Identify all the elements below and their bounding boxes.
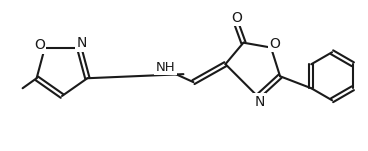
Text: N: N (76, 36, 86, 50)
Text: N: N (255, 95, 265, 109)
Text: O: O (34, 38, 45, 52)
Text: O: O (231, 11, 243, 25)
Text: NH: NH (156, 61, 175, 74)
Text: O: O (270, 37, 280, 51)
